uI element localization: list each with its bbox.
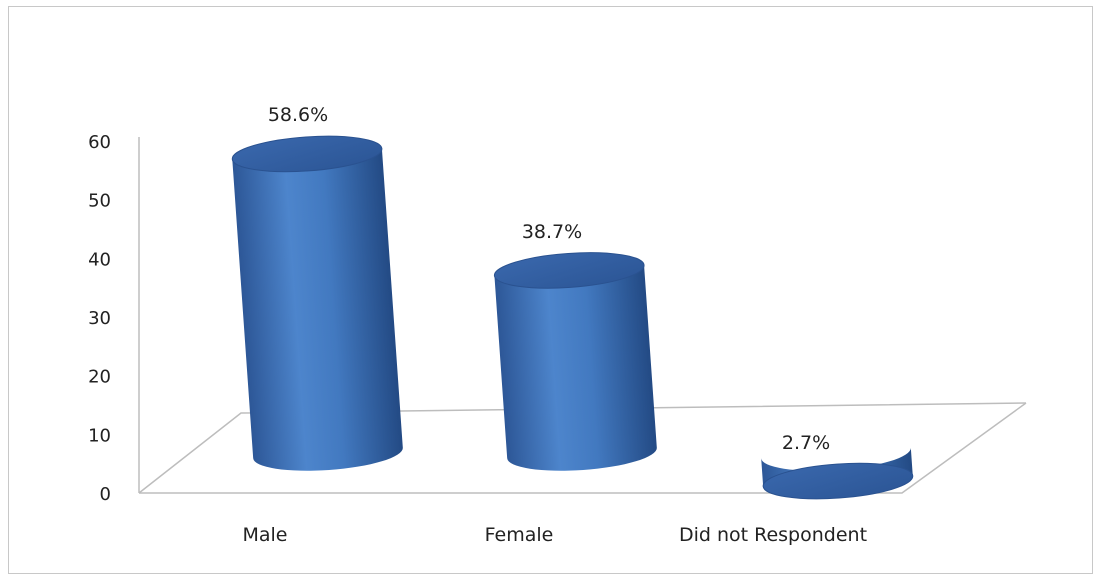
bar-chart: 0 10 20 30 40 50 60 58.6% 38.7% 2.7% Male Female D…: [88, 104, 1027, 546]
y-tick-label: 40: [88, 249, 111, 270]
bars: [231, 135, 914, 500]
y-axis-ticks: 0 10 20 30 40 50 60: [88, 132, 111, 505]
y-tick-label: 30: [88, 308, 111, 329]
chart-frame: 0 10 20 30 40 50 60 58.6% 38.7% 2.7% Male Female D…: [8, 6, 1093, 574]
category-label: Did not Respondent: [679, 524, 867, 546]
y-tick-label: 0: [100, 484, 111, 505]
data-label: 58.6%: [268, 104, 328, 126]
category-labels: Male Female Did not Respondent: [242, 524, 867, 546]
floor-front-edge: [139, 402, 1027, 494]
y-tick-label: 10: [88, 425, 111, 446]
bar-top: [762, 462, 914, 500]
floor-left-edge: [138, 402, 1027, 494]
bar: [761, 447, 914, 500]
category-label: Female: [485, 524, 554, 546]
bar-top: [493, 252, 645, 289]
y-tick-label: 50: [88, 191, 111, 212]
data-label: 38.7%: [522, 221, 582, 243]
data-labels: 58.6% 38.7% 2.7%: [268, 104, 830, 454]
y-tick-label: 20: [88, 367, 111, 388]
bar-top: [231, 135, 383, 173]
y-tick-label: 60: [88, 132, 111, 153]
bar: [231, 135, 403, 471]
bar-body: [494, 265, 657, 471]
data-label: 2.7%: [782, 432, 830, 454]
bar: [493, 252, 657, 471]
category-label: Male: [242, 524, 287, 546]
bar-body: [232, 148, 403, 471]
